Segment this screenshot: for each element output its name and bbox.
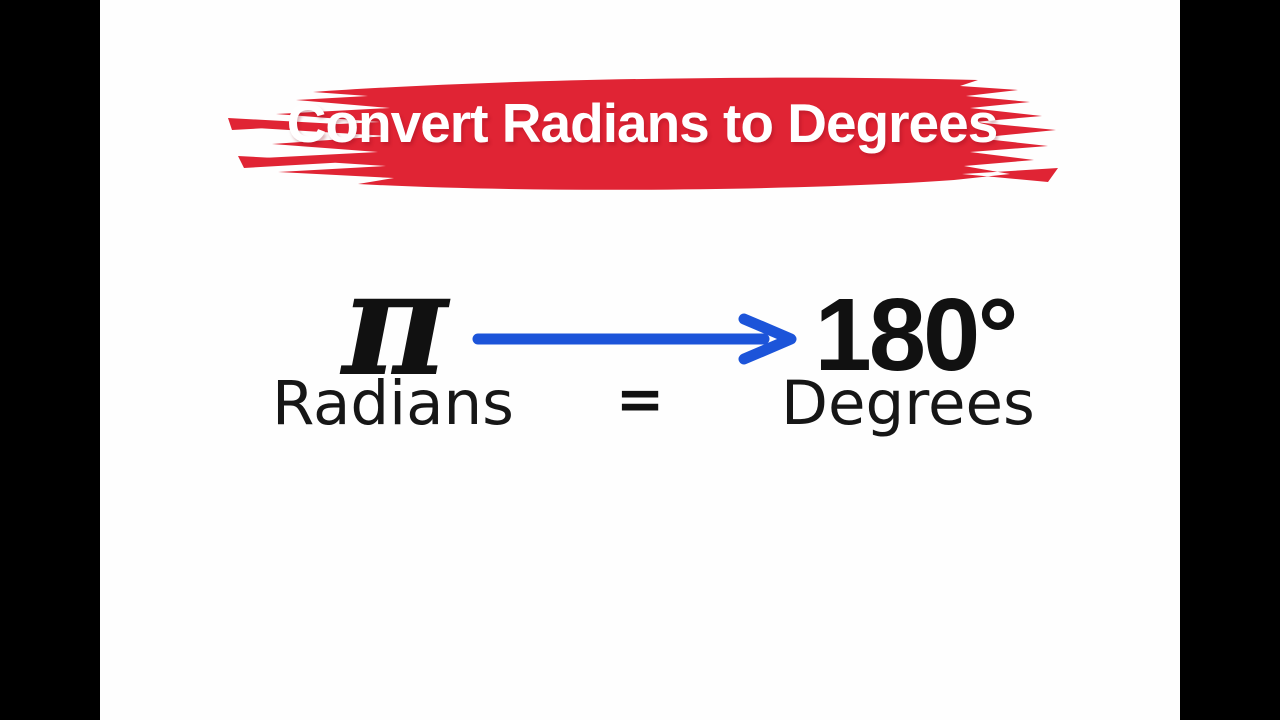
equals-sign: = — [615, 365, 665, 433]
radians-label: Radians — [272, 368, 514, 439]
pi-symbol: π — [341, 239, 449, 409]
brush-stroke-icon — [228, 77, 1058, 190]
right-arrow-icon — [472, 312, 798, 366]
banner-title: Convert Radians to Degrees — [286, 92, 999, 154]
brush-stroke-shape — [228, 77, 1058, 190]
slide: Convert Radians to Degrees π 180° Radian… — [100, 0, 1180, 720]
pillarbox-right — [1180, 0, 1280, 720]
degrees-value: 180° — [814, 277, 1018, 392]
pillarbox-left — [0, 0, 100, 720]
title-banner: Convert Radians to Degrees — [218, 72, 1066, 196]
degrees-label: Degrees — [781, 368, 1035, 439]
arrow-head — [738, 313, 797, 365]
